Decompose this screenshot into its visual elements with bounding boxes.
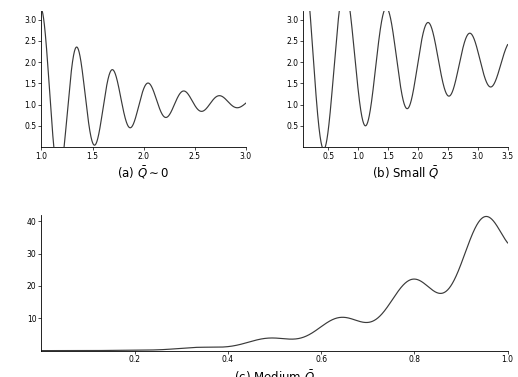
X-axis label: (a) $\bar{Q} \sim 0$: (a) $\bar{Q} \sim 0$ — [118, 165, 170, 181]
X-axis label: (b) Small $\bar{Q}$: (b) Small $\bar{Q}$ — [371, 165, 439, 181]
X-axis label: (c) Medium $\bar{Q}$: (c) Medium $\bar{Q}$ — [234, 369, 315, 377]
